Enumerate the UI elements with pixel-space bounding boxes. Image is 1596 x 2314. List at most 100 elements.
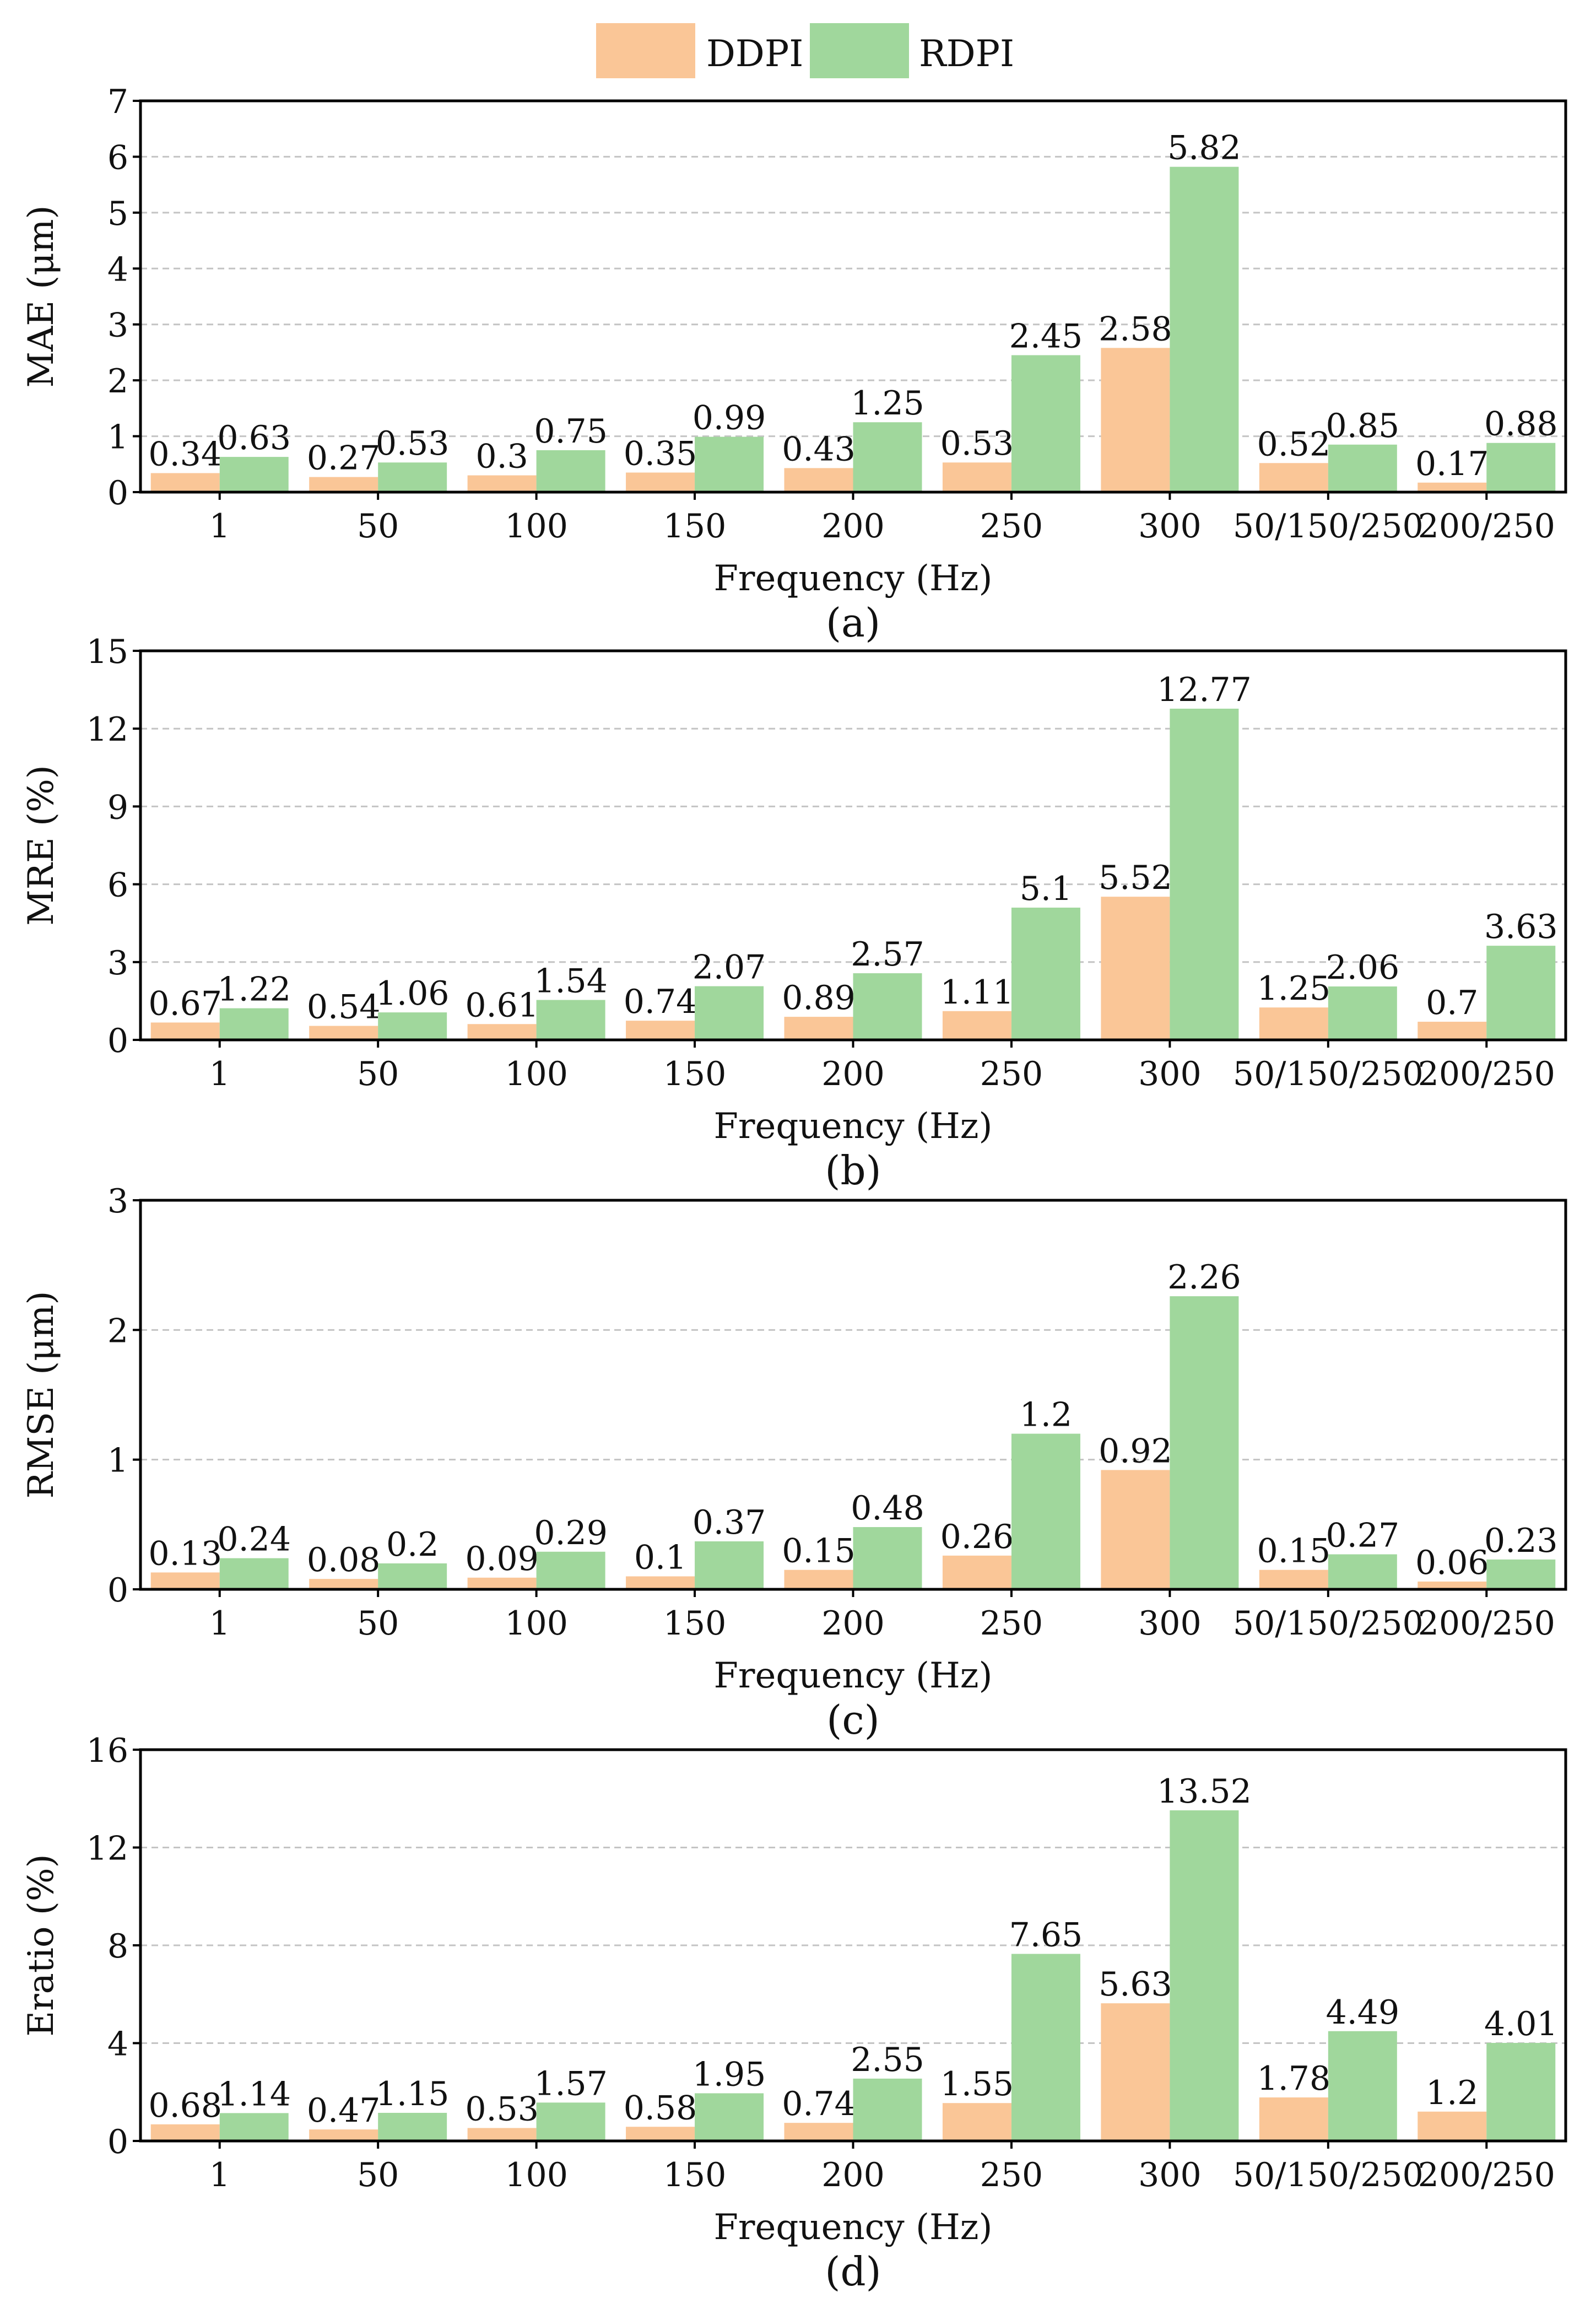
x-tick-label: 200/250 (1418, 2156, 1555, 2194)
y-tick-label: 6 (107, 138, 128, 177)
bar-rdpi (695, 436, 764, 492)
data-label-rdpi: 1.22 (217, 970, 291, 1009)
y-tick-label: 4 (107, 250, 128, 289)
bar-ddpi (1418, 482, 1487, 492)
data-label-rdpi: 0.24 (217, 1520, 291, 1559)
y-tick-label: 7 (107, 83, 128, 121)
bar-ddpi (1101, 1470, 1170, 1589)
data-label-ddpi: 0.1 (634, 1538, 686, 1577)
x-tick-label: 250 (980, 507, 1043, 546)
data-label-ddpi: 0.89 (782, 979, 856, 1017)
data-label-rdpi: 0.99 (692, 399, 766, 438)
data-label-rdpi: 2.57 (851, 935, 924, 974)
bar-ddpi (309, 477, 378, 492)
y-axis-title: RMSE (μm) (21, 1291, 62, 1499)
x-tick-label: 250 (980, 2156, 1043, 2194)
y-axis-title: MAE (μm) (21, 205, 62, 387)
bar-ddpi (1259, 2097, 1328, 2141)
y-tick-label: 3 (107, 944, 128, 983)
bar-rdpi (219, 1008, 289, 1040)
bar-ddpi (1418, 1022, 1487, 1040)
bar-rdpi (1170, 1810, 1239, 2141)
bar-ddpi (150, 473, 220, 492)
data-label-rdpi: 2.45 (1009, 317, 1083, 356)
data-label-ddpi: 0.7 (1426, 984, 1478, 1022)
bar-ddpi (784, 1569, 853, 1589)
bar-rdpi (1011, 907, 1080, 1040)
bar-ddpi (942, 462, 1011, 492)
data-label-ddpi: 0.53 (940, 424, 1014, 463)
bar-rdpi (1170, 1296, 1239, 1589)
bar-ddpi (309, 1579, 378, 1589)
data-label-ddpi: 0.67 (148, 984, 222, 1023)
x-tick-label: 100 (505, 1055, 568, 1093)
x-tick-label: 200/250 (1418, 507, 1555, 546)
bar-rdpi (1328, 1554, 1397, 1589)
legend-label-rdpi: RDPI (919, 33, 1014, 75)
x-tick-label: 100 (505, 2156, 568, 2194)
data-label-rdpi: 0.88 (1484, 405, 1558, 444)
x-tick-label: 50/150/250 (1233, 1604, 1424, 1643)
y-tick-label: 5 (107, 195, 128, 233)
x-tick-label: 150 (663, 1055, 727, 1093)
bar-rdpi (1011, 355, 1080, 492)
data-label-ddpi: 0.35 (624, 435, 697, 473)
data-label-rdpi: 2.26 (1167, 1258, 1241, 1297)
data-label-ddpi: 0.26 (940, 1518, 1014, 1556)
data-label-ddpi: 1.55 (940, 2065, 1014, 2103)
y-tick-label: 8 (107, 1927, 128, 1966)
data-label-rdpi: 0.63 (217, 419, 291, 457)
y-tick-label: 3 (107, 1182, 128, 1221)
data-label-ddpi: 0.09 (465, 1540, 539, 1578)
bar-ddpi (784, 2123, 853, 2141)
plot-frame (139, 649, 1567, 1042)
bar-rdpi (1328, 444, 1397, 492)
data-label-ddpi: 0.15 (782, 1532, 856, 1571)
data-label-rdpi: 0.75 (534, 412, 608, 451)
bar-rdpi (1170, 166, 1239, 493)
x-tick-label: 250 (980, 1055, 1043, 1093)
bar-rdpi (219, 457, 289, 492)
bar-rdpi (1011, 1954, 1080, 2141)
bar-rdpi (536, 2102, 605, 2141)
data-label-ddpi: 0.54 (307, 988, 381, 1027)
data-label-rdpi: 2.55 (851, 2041, 924, 2079)
bar-rdpi (1486, 1559, 1556, 1589)
y-tick-label: 12 (86, 710, 128, 749)
x-axis-title: Frequency (Hz) (714, 1655, 993, 1696)
bar-ddpi (1101, 897, 1170, 1040)
x-tick-label: 50/150/250 (1233, 2156, 1424, 2194)
chart-panel-1: 012345670.340.6310.270.53500.30.751000.3… (21, 83, 1567, 646)
bar-ddpi (626, 472, 695, 492)
y-tick-label: 0 (107, 1022, 128, 1060)
bar-ddpi (150, 2124, 220, 2141)
bar-ddpi (626, 1021, 695, 1040)
data-label-ddpi: 0.34 (148, 435, 222, 474)
bar-ddpi (942, 1011, 1011, 1040)
data-label-rdpi: 1.14 (217, 2075, 291, 2113)
bar-ddpi (1259, 1007, 1328, 1040)
bar-ddpi (309, 2129, 378, 2141)
x-tick-label: 1 (209, 2156, 230, 2194)
data-label-rdpi: 0.85 (1326, 407, 1400, 445)
bar-rdpi (1170, 708, 1239, 1040)
data-label-ddpi: 1.78 (1257, 2059, 1331, 2098)
bar-ddpi (467, 1577, 537, 1589)
bar-rdpi (695, 2093, 764, 2141)
data-label-rdpi: 12.77 (1157, 671, 1252, 709)
data-label-ddpi: 2.58 (1099, 310, 1172, 348)
bar-rdpi (853, 2078, 922, 2141)
data-label-rdpi: 13.52 (1157, 1772, 1252, 1811)
data-label-rdpi: 1.25 (851, 384, 924, 423)
data-label-ddpi: 0.74 (782, 2085, 856, 2123)
data-label-ddpi: 0.47 (307, 2091, 381, 2130)
data-label-ddpi: 0.15 (1257, 1532, 1331, 1571)
bar-rdpi (853, 973, 922, 1040)
x-tick-label: 100 (505, 1604, 568, 1643)
data-label-ddpi: 0.13 (148, 1534, 222, 1573)
chart-panel-4: 0 4 8 12 16 0.681.14 1 0.471.15 50 0.531.57 100 0.5… (21, 1732, 1567, 2295)
x-tick-label: 50 (357, 2156, 399, 2194)
plot-frame (139, 1199, 1567, 1591)
panel-label: (b) (825, 1147, 881, 1194)
